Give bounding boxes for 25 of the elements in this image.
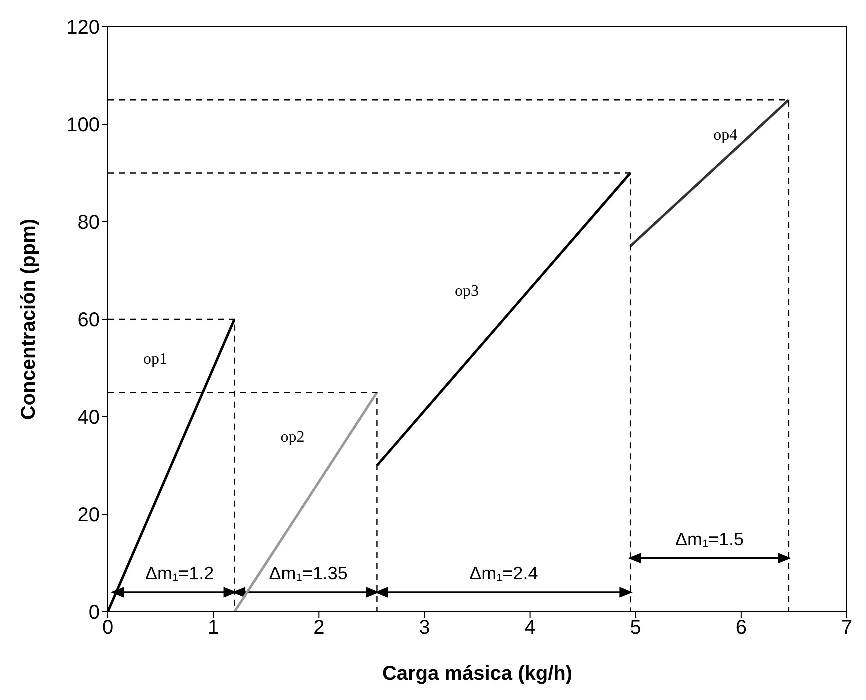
annotation: Δm₁=2.4 (470, 563, 538, 584)
x-tick-label: 2 (314, 617, 325, 640)
y-tick-label: 100 (66, 114, 100, 137)
annotation: op4 (714, 126, 738, 144)
x-tick-label: 0 (102, 617, 114, 640)
y-tick-label: 60 (78, 310, 100, 332)
x-tick-label: 5 (630, 617, 642, 640)
x-tick-label: 7 (841, 617, 853, 640)
x-tick-label: 1 (208, 617, 220, 640)
y-tick-label: 20 (78, 504, 100, 527)
x-tick-label: 3 (419, 617, 430, 640)
y-axis-title: Concentración (ppm) (18, 218, 40, 420)
annotation: Δm₁=1.5 (675, 529, 744, 550)
y-tick-label: 40 (78, 407, 100, 430)
y-tick-label: 0 (88, 602, 100, 624)
annotation: op3 (454, 282, 479, 300)
annotation: Δm₁=1.35 (269, 563, 348, 584)
y-tick-label: 80 (78, 212, 100, 234)
x-tick-label: 4 (524, 617, 536, 640)
x-axis-title: Carga másica (kg/h) (382, 663, 573, 685)
x-tick-label: 6 (736, 617, 747, 640)
y-tick-label: 120 (66, 17, 100, 40)
annotation: op1 (144, 351, 168, 368)
annotation: Δm₁=1.2 (145, 563, 214, 584)
annotation: op2 (280, 429, 305, 446)
